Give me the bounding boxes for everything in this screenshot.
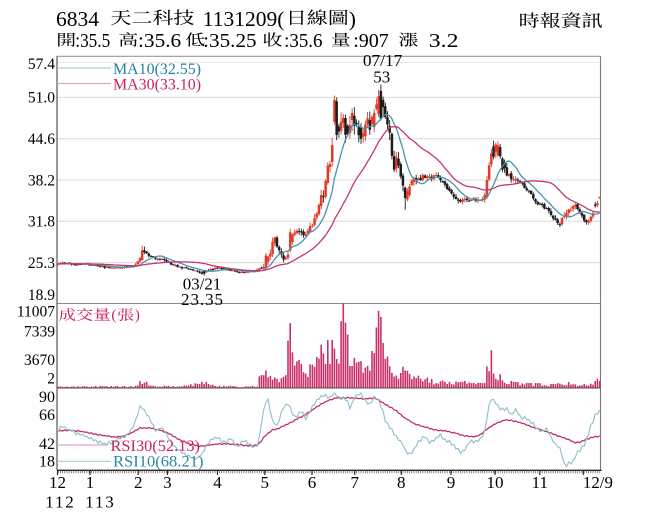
svg-text:12/9: 12/9	[583, 473, 613, 492]
svg-text:66: 66	[39, 407, 55, 424]
svg-text:03/21: 03/21	[183, 275, 222, 294]
svg-text:12: 12	[49, 473, 66, 492]
svg-text:): )	[349, 7, 356, 31]
svg-text::35.25: :35.25	[203, 30, 256, 52]
svg-text:(: (	[111, 308, 116, 324]
svg-text::35.6: :35.6	[284, 30, 322, 52]
svg-text:07/17: 07/17	[363, 51, 403, 70]
svg-text:3.2: 3.2	[429, 30, 459, 52]
svg-text:5: 5	[261, 473, 270, 492]
svg-text:7339: 7339	[24, 324, 55, 341]
svg-text:38.2: 38.2	[28, 172, 55, 189]
svg-text:2: 2	[134, 473, 143, 492]
svg-text:11007: 11007	[17, 304, 55, 321]
svg-text::35.6: :35.6	[138, 30, 181, 52]
svg-text:44.6: 44.6	[28, 131, 55, 148]
svg-text:113: 113	[85, 493, 114, 512]
svg-text:): )	[135, 308, 140, 324]
svg-text:MA10(32.55): MA10(32.55)	[113, 60, 201, 78]
svg-text:6834: 6834	[56, 7, 99, 31]
svg-text::35.5: :35.5	[75, 30, 110, 52]
svg-text:1131209(: 1131209(	[203, 7, 285, 31]
svg-text:RSI10(68.21): RSI10(68.21)	[113, 452, 204, 470]
svg-text::907: :907	[353, 30, 389, 52]
svg-text:3670: 3670	[24, 352, 55, 369]
svg-text:51.0: 51.0	[28, 90, 55, 107]
svg-text:25.3: 25.3	[28, 255, 55, 272]
svg-text:1: 1	[86, 473, 95, 492]
svg-text:31.8: 31.8	[28, 214, 55, 231]
svg-text:23.35: 23.35	[181, 290, 223, 309]
svg-text:4: 4	[213, 473, 222, 492]
svg-text:90: 90	[39, 389, 55, 406]
svg-text:11: 11	[532, 473, 548, 492]
svg-text:6: 6	[308, 473, 317, 492]
svg-text:7: 7	[351, 473, 360, 492]
svg-text:3: 3	[163, 473, 172, 492]
svg-text:42: 42	[39, 436, 55, 453]
svg-text:53: 53	[373, 67, 390, 86]
svg-text:9: 9	[447, 473, 456, 492]
svg-text:57.4: 57.4	[28, 56, 55, 73]
svg-text:18: 18	[39, 454, 55, 471]
svg-text:MA30(33.10): MA30(33.10)	[113, 75, 201, 93]
svg-text:10: 10	[487, 473, 504, 492]
svg-text:RSI30(52.13): RSI30(52.13)	[111, 437, 201, 455]
svg-text:112: 112	[45, 493, 74, 512]
svg-text:8: 8	[397, 473, 406, 492]
svg-text:2: 2	[47, 371, 55, 388]
svg-text:18.9: 18.9	[28, 287, 55, 304]
